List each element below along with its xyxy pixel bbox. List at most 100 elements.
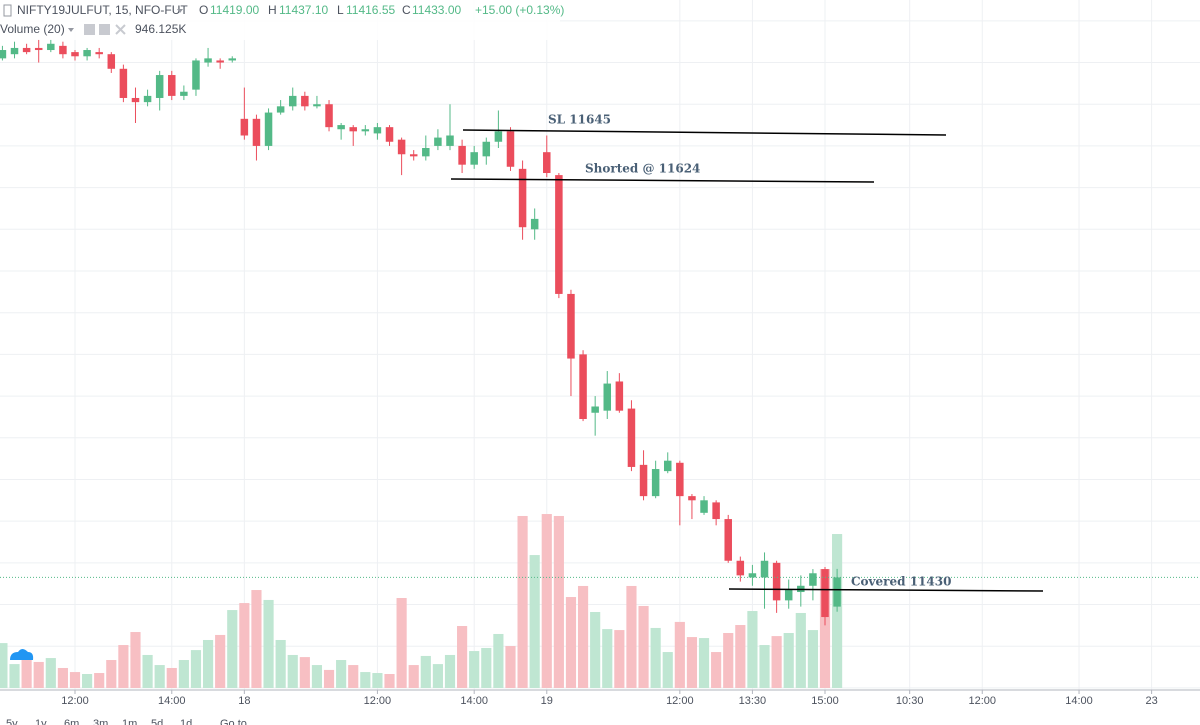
volume-value: 946.125K xyxy=(135,22,186,36)
candle-body xyxy=(567,293,575,359)
candle-body xyxy=(373,127,382,134)
candle-body xyxy=(518,168,527,228)
volume-bar xyxy=(384,674,395,688)
logo xyxy=(10,649,34,660)
volume-bar xyxy=(674,621,685,688)
close-icon[interactable] xyxy=(115,24,126,35)
candle-body xyxy=(482,141,491,157)
annotation: SL 11645 xyxy=(548,113,611,127)
candle-body xyxy=(264,112,273,146)
volume-bar xyxy=(795,612,806,688)
volume-bar xyxy=(166,667,177,688)
ohlc-label: C xyxy=(402,3,411,17)
candle-body xyxy=(0,50,7,59)
candle-body xyxy=(313,104,321,107)
volume-bar xyxy=(807,630,818,688)
ohlc-label: H xyxy=(268,3,277,17)
volume-bar xyxy=(0,643,8,688)
volume-bar xyxy=(94,673,105,688)
volume-bar xyxy=(118,645,129,688)
volume-bar xyxy=(348,665,359,688)
volume-bar xyxy=(698,638,710,688)
x-tick-label: 23 xyxy=(1145,695,1157,707)
volume-bar xyxy=(178,660,189,688)
volume-bar xyxy=(723,632,734,688)
volume-bar xyxy=(819,569,831,688)
volume-bar xyxy=(299,657,310,688)
ohlc-value: 11416.55 xyxy=(346,3,395,17)
toolbar-button[interactable]: 3m xyxy=(93,718,108,725)
trend-line xyxy=(462,129,947,136)
candle-body xyxy=(663,460,672,472)
candle-body xyxy=(119,68,128,98)
ohlc-label: O xyxy=(199,3,208,17)
candle-body xyxy=(34,47,43,51)
candle-body xyxy=(506,131,515,167)
candle-body xyxy=(530,218,539,230)
toolbar-button[interactable]: 5y xyxy=(6,718,18,725)
candle-body xyxy=(809,573,817,586)
x-tick-label: 12:00 xyxy=(61,695,89,707)
symbol-title[interactable]: NIFTY19JULFUT, 15, NFO-FUT xyxy=(17,3,188,17)
candle-body xyxy=(204,58,212,63)
candle-body xyxy=(143,95,152,103)
candle-body xyxy=(71,52,79,57)
candles xyxy=(0,39,1200,626)
volume-bar xyxy=(686,637,698,688)
toolbar-button[interactable]: 1m xyxy=(122,718,137,725)
candle-body xyxy=(615,381,624,411)
toolbar-button[interactable]: 6m xyxy=(64,718,79,725)
volume-bar xyxy=(408,665,419,688)
candle-body xyxy=(361,129,370,132)
settings-icon[interactable] xyxy=(99,24,110,35)
candle-body xyxy=(434,137,442,146)
ohlc-value: 11419.00 xyxy=(210,3,259,17)
candle-body xyxy=(494,131,503,142)
candle-body xyxy=(240,118,249,136)
x-tick-label: 12:00 xyxy=(666,695,694,707)
candle-body xyxy=(83,50,91,57)
volume-bar xyxy=(263,599,274,688)
volume-bar xyxy=(45,658,56,688)
x-tick-label: 14:00 xyxy=(158,695,186,707)
ohlc-value: 11433.00 xyxy=(412,3,461,17)
volume-bar xyxy=(783,632,794,688)
volume-bar xyxy=(614,630,625,688)
volume-bar xyxy=(275,639,286,688)
toolbar-button[interactable]: 1d xyxy=(180,718,192,725)
candle-body xyxy=(543,152,551,174)
volume-bar xyxy=(33,661,44,688)
volume-bar xyxy=(771,636,782,688)
volume-bar xyxy=(82,674,93,688)
candle-body xyxy=(579,354,587,420)
volume-pane xyxy=(0,514,843,688)
volume-bar xyxy=(493,633,504,688)
candle-body xyxy=(325,104,333,128)
volume-title[interactable]: Volume (20) xyxy=(0,22,65,36)
candle-body xyxy=(591,406,599,413)
dropdown-caret[interactable] xyxy=(68,28,74,32)
candle-body xyxy=(446,135,454,146)
volume-bar xyxy=(432,664,443,688)
toolbar-button[interactable]: Go to... xyxy=(220,718,256,725)
volume-bar xyxy=(638,605,649,688)
volume-bar xyxy=(553,515,564,688)
volume-bar xyxy=(396,598,407,688)
annotation: Shorted @ 11624 xyxy=(585,162,700,176)
candle-body xyxy=(228,58,237,61)
eye-icon[interactable] xyxy=(84,24,95,35)
candle-body xyxy=(155,75,164,98)
toolbar-button[interactable]: 1y xyxy=(35,718,47,725)
candle-body xyxy=(385,127,394,142)
candle-body xyxy=(288,95,297,107)
toolbar-button[interactable]: 5d xyxy=(151,718,163,725)
candle-body xyxy=(700,500,708,513)
volume-bar xyxy=(541,514,552,688)
ohlc-value: 11437.10 xyxy=(279,3,328,17)
dropdown-caret[interactable] xyxy=(177,9,183,13)
volume-bar xyxy=(565,597,577,688)
volume-bar xyxy=(239,603,250,688)
candle-body xyxy=(772,562,781,601)
